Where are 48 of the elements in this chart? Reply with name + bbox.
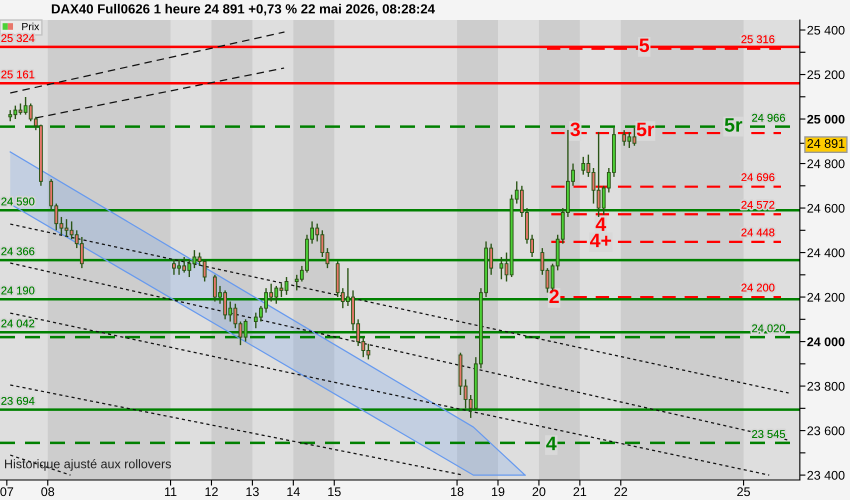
x-tick-label: 21	[574, 487, 586, 496]
ref-line-label: 25 161	[1, 70, 34, 78]
annotation: 5	[639, 38, 650, 52]
y-tick-label: 24 000	[807, 337, 845, 346]
legend-label: Prix	[22, 22, 40, 30]
y-tick-label: 25 400	[807, 26, 845, 35]
x-tick-label: 15	[328, 487, 341, 496]
x-tick-label: 11	[165, 487, 176, 496]
ref-line-label: 25 324	[1, 34, 34, 42]
y-tick-label: 24 800	[807, 159, 845, 168]
x-tick-label: 22	[614, 487, 628, 496]
ref-line-label: 24 590	[1, 198, 34, 206]
x-tick-label: 08	[41, 487, 54, 496]
ref-line-label: 23 545	[752, 430, 786, 438]
ref-line-label: 23 694	[1, 396, 34, 405]
annotation: 5r	[724, 118, 742, 132]
x-tick-label: 20	[532, 487, 546, 496]
x-tick-label: 19	[492, 487, 504, 496]
ref-line-label: 24 966	[752, 114, 786, 122]
y-tick-label: 23 600	[807, 426, 845, 436]
series-label: 24 448	[741, 228, 774, 236]
x-tick-label: 18	[451, 487, 464, 496]
x-tick-label: 25	[737, 487, 750, 496]
series-label: 24 696	[741, 173, 774, 182]
chart-title: DAX40 Full0626 1 heure 24 891 +0,73 % 22 mai 2026, 08:28:24	[52, 4, 435, 16]
y-tick-label: 24 400	[807, 248, 845, 258]
ref-line-label: 24 190	[1, 286, 34, 294]
series-label: 24 572	[741, 200, 774, 209]
annotation: 4	[546, 436, 557, 450]
annotation: 4+	[590, 234, 612, 248]
y-tick-label: 23 400	[807, 470, 845, 480]
annotation: 5r	[636, 122, 654, 136]
y-tick-label: 25 200	[807, 70, 845, 80]
y-tick-label: 25 000	[807, 114, 845, 124]
ref-line-label: 24 366	[1, 247, 34, 256]
series-label: 25 316	[741, 35, 774, 44]
x-tick-label: 12	[205, 487, 218, 496]
y-tick-label: 23 800	[807, 382, 845, 391]
x-tick-label: 14	[287, 487, 300, 496]
annotation: 3	[570, 122, 580, 136]
ref-line-label: 24 042	[1, 319, 34, 328]
x-tick-label: 13	[246, 487, 259, 496]
x-tick-label: 07	[0, 487, 14, 496]
y-tick-label: 24 891	[807, 139, 844, 148]
series-label: 24 200	[741, 284, 774, 292]
annotation: 4	[596, 218, 606, 231]
y-tick-label: 24 200	[807, 292, 845, 302]
y-tick-label: 24 600	[807, 204, 845, 213]
